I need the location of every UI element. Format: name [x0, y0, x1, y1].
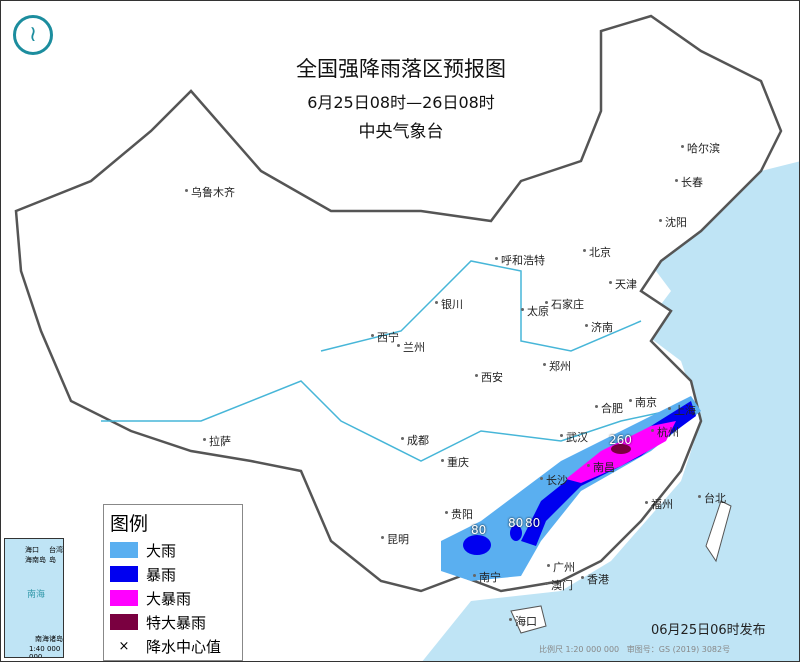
city-label: 西安: [475, 371, 503, 384]
legend-item: 大雨: [110, 538, 242, 562]
issuing-agency: 中央气象台: [358, 122, 444, 142]
map-title: 全国强降雨落区预报图: [296, 57, 506, 81]
city-label: 西宁: [371, 331, 399, 344]
taiwan-island: [705, 500, 732, 563]
inset-label: 海口: [25, 546, 39, 554]
city-label: 南昌: [587, 461, 615, 474]
swatch: [110, 566, 138, 582]
city-label: 昆明: [381, 533, 409, 546]
rain-center-value: 80: [471, 523, 487, 537]
legend-item: 暴雨: [110, 562, 242, 586]
city-label: 广州: [547, 561, 575, 574]
legend-item: 大暴雨: [110, 586, 242, 610]
rain-center-value: 80: [508, 516, 524, 530]
cma-logo: ≀: [13, 15, 53, 55]
city-label: 济南: [585, 321, 613, 334]
yangtze-river: [101, 380, 692, 462]
city-label: 上海: [668, 404, 696, 417]
legend-label: 大雨: [146, 541, 177, 560]
legend-item: × 降水中心值: [110, 634, 242, 658]
city-label: 合肥: [595, 402, 623, 415]
city-label: 郑州: [543, 360, 571, 373]
legend: 图例 大雨 暴雨 大暴雨 特大暴雨 × 降水中心值: [103, 504, 243, 661]
city-label: 天津: [609, 278, 637, 291]
legend-item: 特大暴雨: [110, 610, 242, 634]
rainstorm-cell: [510, 525, 522, 541]
city-label: 兰州: [397, 341, 425, 354]
legend-label: 大暴雨: [146, 589, 192, 608]
legend-title: 图例: [110, 513, 149, 535]
city-label: 长沙: [540, 474, 568, 487]
scale-and-approval: 比例尺 1:20 000 000 审图号：GS (2019) 3082号: [539, 644, 730, 655]
yellow-river: [320, 260, 642, 352]
city-label: 台北: [698, 492, 726, 505]
city-label: 杭州: [651, 426, 679, 439]
city-label: 银川: [435, 298, 463, 311]
publish-time: 06月25日06时发布: [651, 623, 766, 638]
swatch: [110, 614, 138, 630]
hainan-island: [510, 605, 547, 634]
city-label: 福州: [645, 498, 673, 511]
city-label: 澳门: [545, 579, 573, 592]
city-label: 北京: [583, 246, 611, 259]
city-label: 乌鲁木齐: [185, 186, 235, 199]
legend-label: 特大暴雨: [146, 613, 207, 632]
city-label: 南京: [629, 396, 657, 409]
rain-center-value: 80: [525, 516, 541, 530]
rain-center-value: 260: [609, 433, 632, 447]
map-scale: 比例尺 1:20 000 000: [539, 645, 620, 654]
city-label: 贵阳: [445, 508, 473, 521]
legend-label: 降水中心值: [146, 637, 222, 656]
approval-number: 审图号：GS (2019) 3082号: [626, 645, 731, 654]
city-label: 哈尔滨: [681, 142, 720, 155]
south-china-sea-inset: 海口 海南岛 台湾岛 南海 南海诸岛 1:40 000 000: [4, 538, 64, 658]
inset-label: 南海: [27, 590, 46, 600]
rainstorm-cell: [463, 535, 491, 555]
city-label: 海口: [509, 615, 537, 628]
swatch: [110, 542, 138, 558]
city-label: 香港: [581, 573, 609, 586]
legend-label: 暴雨: [146, 565, 177, 584]
forecast-period: 6月25日08时—26日08时: [307, 93, 495, 112]
city-label: 沈阳: [659, 216, 687, 229]
city-label: 石家庄: [545, 298, 584, 311]
inset-label: 台湾岛: [49, 546, 63, 564]
city-label: 重庆: [441, 456, 469, 469]
city-label: 长春: [675, 176, 703, 189]
extreme-downpour-area: [611, 444, 631, 454]
inset-scale: 1:40 000 000: [29, 645, 61, 658]
swatch: [110, 590, 138, 606]
inset-label: 南海诸岛: [35, 635, 63, 643]
city-label: 南宁: [473, 571, 501, 584]
x-mark-icon: ×: [118, 638, 130, 654]
sea: [422, 161, 799, 661]
city-label: 太原: [521, 305, 549, 318]
inset-label: 海南岛: [25, 556, 46, 564]
city-label: 成都: [401, 434, 429, 447]
city-label: 武汉: [560, 431, 588, 444]
city-label: 拉萨: [203, 435, 231, 448]
city-label: 呼和浩特: [495, 254, 545, 267]
